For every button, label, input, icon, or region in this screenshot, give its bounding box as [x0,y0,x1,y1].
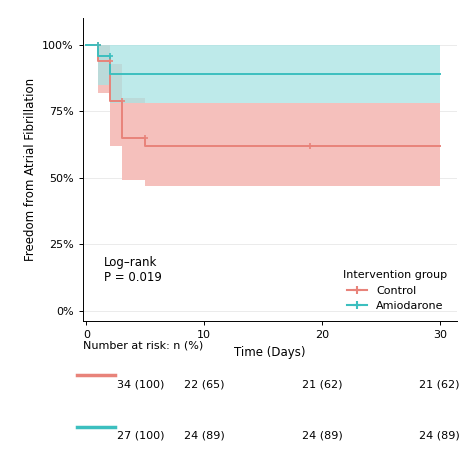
Text: 22 (65): 22 (65) [184,380,225,389]
Text: 21 (62): 21 (62) [302,380,342,389]
Y-axis label: Freedom from Atrial Fibrillation: Freedom from Atrial Fibrillation [24,78,37,261]
Text: 24 (89): 24 (89) [419,431,460,441]
Text: 24 (89): 24 (89) [184,431,225,441]
Text: 27 (100): 27 (100) [117,431,165,441]
Text: Number at risk: n (%): Number at risk: n (%) [83,341,203,351]
Text: Log–rank
P = 0.019: Log–rank P = 0.019 [104,256,162,284]
Text: 34 (100): 34 (100) [117,380,164,389]
Legend: Control, Amiodarone: Control, Amiodarone [339,266,452,316]
X-axis label: Time (Days): Time (Days) [235,346,306,359]
Text: 21 (62): 21 (62) [419,380,460,389]
Text: 24 (89): 24 (89) [301,431,342,441]
